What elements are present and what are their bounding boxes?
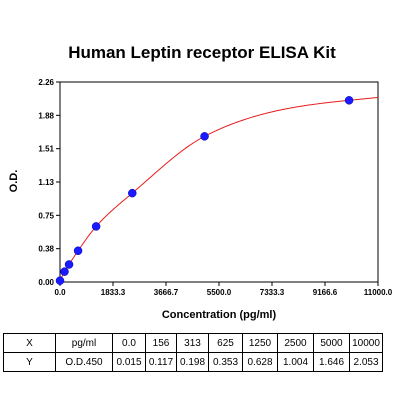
table-row-x: X pg/ml 0.0 156 313 625 1250 2500 5000 1… xyxy=(3,333,383,353)
fitted-curve xyxy=(59,96,379,281)
x-tick-label: 3666.7 xyxy=(154,288,179,297)
table-row-y: Y O.D.450 0.015 0.117 0.198 0.353 0.628 … xyxy=(3,352,383,372)
table-cell: X xyxy=(3,333,56,353)
standard-curve-chart: Human Leptin receptor ELISA Kit 0.00 0.38… xyxy=(8,43,393,321)
y-tick-label: 0.75 xyxy=(38,211,54,220)
data-point xyxy=(73,246,83,256)
table-cell: 156 xyxy=(145,333,177,353)
y-tick-label: 1.13 xyxy=(38,178,54,187)
table-cell: pg/ml xyxy=(55,333,113,353)
y-axis-label: O.D. xyxy=(8,170,20,193)
table-cell: 1.004 xyxy=(277,352,314,372)
y-tick-label: 1.88 xyxy=(38,111,54,120)
table-cell: 2.053 xyxy=(349,352,383,372)
table-cell: O.D.450 xyxy=(55,352,113,372)
table-cell: 10000 xyxy=(349,333,383,353)
table-cell: 1.646 xyxy=(313,352,350,372)
y-tick-label: 0.38 xyxy=(38,245,54,254)
x-tick-label: 1833.3 xyxy=(101,288,126,297)
x-tick-label: 11000.0 xyxy=(364,288,393,297)
table-cell: 0.198 xyxy=(176,352,209,372)
data-table: X pg/ml 0.0 156 313 625 1250 2500 5000 1… xyxy=(3,333,383,372)
table-cell: 0.628 xyxy=(242,352,278,372)
table-cell: Y xyxy=(3,352,56,372)
data-point xyxy=(128,188,137,198)
y-tick-label: 0.00 xyxy=(38,278,54,287)
table-cell: 0.353 xyxy=(208,352,243,372)
data-point xyxy=(200,132,209,141)
y-tick-label: 2.26 xyxy=(38,78,54,87)
plot-area: 0.00 0.38 0.75 1.13 1.51 1.88 2.26 0.0 1833.3 366… xyxy=(38,78,392,297)
data-point xyxy=(91,222,101,231)
x-axis-label: Concentration (pg/ml) xyxy=(162,309,277,321)
table-cell: 0.117 xyxy=(145,352,177,372)
chart-title: Human Leptin receptor ELISA Kit xyxy=(68,43,336,62)
x-tick-label: 0.0 xyxy=(54,288,66,297)
table-cell: 0.0 xyxy=(112,333,146,353)
plot-frame xyxy=(59,81,379,283)
data-point xyxy=(64,260,74,269)
table-cell: 1250 xyxy=(242,333,278,353)
table-cell: 0.015 xyxy=(112,352,146,372)
data-point xyxy=(60,267,69,276)
table-cell: 2500 xyxy=(277,333,314,353)
data-point xyxy=(55,276,65,285)
x-tick-label: 5500.0 xyxy=(207,288,232,297)
table-cell: 625 xyxy=(208,333,243,353)
table-cell: 313 xyxy=(176,333,209,353)
x-tick-label: 9166.6 xyxy=(313,288,338,297)
table-cell: 5000 xyxy=(313,333,350,353)
data-point xyxy=(344,96,354,105)
y-tick-label: 1.51 xyxy=(38,145,54,154)
x-tick-label: 7333.3 xyxy=(260,288,285,297)
